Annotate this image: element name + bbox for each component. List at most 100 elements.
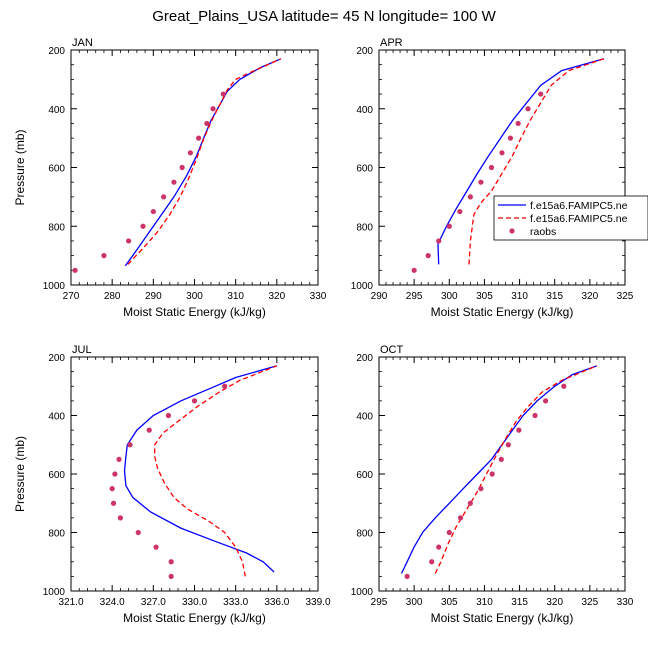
legend-box xyxy=(493,195,648,241)
raobs-point xyxy=(210,106,216,112)
raobs-point xyxy=(498,456,504,462)
raobs-point xyxy=(467,194,473,200)
raobs-point xyxy=(109,486,115,492)
x-axis-label: Moist Static Energy (kJ/kg) xyxy=(431,305,574,319)
panel-label: JUL xyxy=(72,344,92,356)
raobs-point xyxy=(515,120,521,127)
x-tick-label: 280 xyxy=(104,291,121,302)
legend-label: f.e15a6.FAMIPC5.ne xyxy=(530,213,628,225)
raobs-point xyxy=(505,442,511,448)
x-tick-label: 339.0 xyxy=(305,597,330,608)
raobs-point xyxy=(488,164,495,171)
raobs-point xyxy=(478,486,484,492)
x-tick-label: 327.0 xyxy=(141,597,166,608)
x-axis-label: Moist Static Energy (kJ/kg) xyxy=(431,611,574,625)
y-tick-label: 800 xyxy=(48,222,65,233)
legend-label: raobs xyxy=(530,226,556,238)
raobs-point xyxy=(196,135,202,141)
raobs-point xyxy=(542,398,549,404)
raobs-point xyxy=(436,544,442,550)
y-tick-label: 200 xyxy=(48,353,65,364)
x-tick-label: 320 xyxy=(582,291,599,302)
x-tick-label: 325 xyxy=(582,597,599,608)
raobs-point xyxy=(525,106,531,112)
raobs-point xyxy=(112,471,118,477)
series-line-solid xyxy=(123,365,277,573)
raobs-point xyxy=(135,529,141,536)
raobs-point xyxy=(153,544,159,550)
raobs-point xyxy=(126,238,132,244)
raobs-point xyxy=(425,253,431,259)
x-tick-label: 330.0 xyxy=(182,597,207,608)
y-tick-label: 200 xyxy=(48,46,65,57)
x-tick-label: 300 xyxy=(441,291,458,302)
raobs-point xyxy=(404,573,410,579)
raobs-point xyxy=(446,223,452,229)
plot-frame xyxy=(70,49,319,286)
y-tick-label: 800 xyxy=(356,222,373,233)
raobs-point xyxy=(538,91,544,97)
raobs-point xyxy=(150,208,156,215)
raobs-point xyxy=(429,559,435,565)
raobs-point xyxy=(446,529,452,536)
y-tick-label: 200 xyxy=(356,46,373,57)
y-axis-label: Pressure (mb) xyxy=(13,436,27,512)
series-group xyxy=(411,58,605,273)
series-line-dashed xyxy=(434,365,598,574)
x-tick-label: 320 xyxy=(268,291,285,302)
raobs-point xyxy=(561,383,567,389)
x-tick-label: 315 xyxy=(511,597,528,608)
y-tick-label: 800 xyxy=(48,529,65,540)
raobs-point xyxy=(168,559,174,565)
raobs-point xyxy=(457,515,464,521)
raobs-point xyxy=(204,120,210,127)
plot-frame xyxy=(70,356,319,592)
y-tick-label: 1000 xyxy=(43,587,66,598)
x-tick-label: 310 xyxy=(511,291,528,302)
raobs-point xyxy=(72,267,78,273)
x-tick-label: 325 xyxy=(617,291,634,302)
panel-label: OCT xyxy=(380,344,404,356)
x-tick-label: 310 xyxy=(227,291,244,302)
panel-jan: JAN 270 280 290 300 310 320 330 200 400 600 800 1000… xyxy=(13,37,327,319)
panel-oct: OCT 295 300 305 310 315 320 325 330 200 400 600 800 1… xyxy=(351,344,634,625)
raobs-point xyxy=(168,573,174,579)
y-tick-label: 400 xyxy=(48,105,65,116)
y-tick-label: 400 xyxy=(356,105,373,116)
series-line-dashed xyxy=(468,58,605,265)
raobs-point xyxy=(165,412,172,419)
legend-label: f.e15a6.FAMIPC5.ne xyxy=(530,200,628,212)
x-tick-label: 336.0 xyxy=(264,597,289,608)
x-tick-label: 300 xyxy=(186,291,203,302)
x-tick-label: 270 xyxy=(63,291,80,302)
x-tick-label: 295 xyxy=(371,597,388,608)
raobs-point xyxy=(478,179,484,185)
x-tick-label: 290 xyxy=(371,291,388,302)
x-tick-label: 324.0 xyxy=(100,597,125,608)
raobs-point xyxy=(436,238,442,244)
y-tick-label: 600 xyxy=(48,164,65,175)
y-tick-label: 1000 xyxy=(351,587,374,598)
raobs-point xyxy=(516,427,522,433)
panel-label: JAN xyxy=(72,37,93,49)
raobs-point xyxy=(187,150,193,156)
series-line-dashed xyxy=(154,365,278,577)
raobs-point xyxy=(140,223,146,229)
x-tick-label: 305 xyxy=(441,597,458,608)
plot-frame xyxy=(378,49,626,286)
y-tick-label: 800 xyxy=(356,529,373,540)
raobs-point xyxy=(110,500,117,506)
legend-marker-dot xyxy=(509,228,515,234)
y-tick-label: 600 xyxy=(356,470,373,481)
y-tick-label: 600 xyxy=(48,470,65,481)
y-tick-label: 600 xyxy=(356,164,373,175)
y-tick-label: 1000 xyxy=(43,281,66,292)
raobs-point xyxy=(507,135,514,141)
raobs-point xyxy=(499,150,505,156)
x-tick-label: 330 xyxy=(310,291,327,302)
y-tick-label: 200 xyxy=(356,353,373,364)
series-line-solid xyxy=(437,58,605,265)
y-tick-label: 400 xyxy=(48,412,65,423)
series-line-solid xyxy=(400,365,598,574)
